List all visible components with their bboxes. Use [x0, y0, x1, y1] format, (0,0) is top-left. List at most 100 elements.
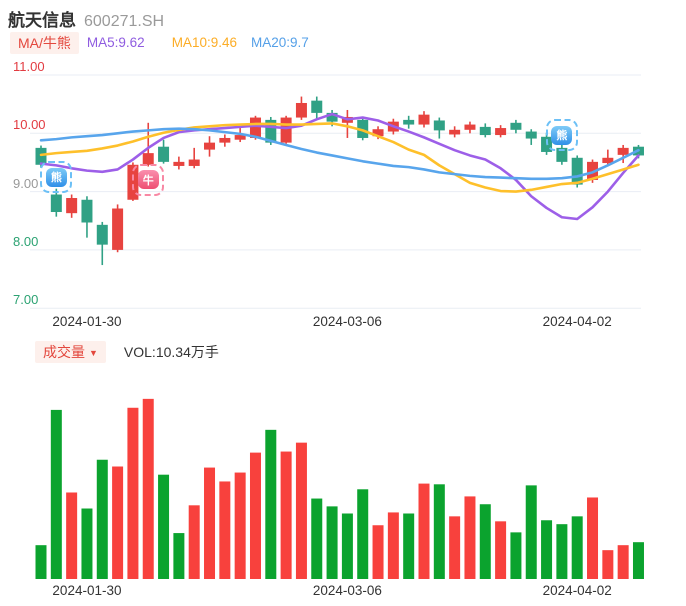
candlestick[interactable]: [449, 129, 461, 135]
candlestick[interactable]: [525, 131, 537, 139]
ma-bullbear-tag[interactable]: MA/牛熊: [10, 32, 79, 54]
volume-bar[interactable]: [112, 466, 124, 579]
volume-bar[interactable]: [219, 481, 231, 579]
volume-bar[interactable]: [173, 533, 185, 579]
candlestick[interactable]: [464, 124, 476, 130]
volume-bar[interactable]: [158, 474, 170, 579]
volume-bar[interactable]: [433, 484, 445, 579]
volume-bar[interactable]: [479, 504, 491, 579]
bear-face: 熊: [45, 167, 67, 187]
candlestick[interactable]: [158, 146, 170, 162]
stock-name: 航天信息: [8, 11, 76, 30]
volume-bar[interactable]: [587, 497, 599, 579]
volume-bar[interactable]: [35, 545, 47, 579]
candlestick[interactable]: [96, 224, 108, 245]
volume-bar[interactable]: [311, 498, 323, 579]
candlestick[interactable]: [495, 128, 507, 136]
volume-bar[interactable]: [127, 407, 139, 579]
volume-bar[interactable]: [188, 505, 200, 579]
volume-bar[interactable]: [464, 496, 476, 579]
candlestick[interactable]: [249, 117, 261, 138]
candlestick[interactable]: [81, 199, 93, 223]
volume-bar[interactable]: [280, 451, 292, 579]
candlestick[interactable]: [433, 120, 445, 131]
volume-bar[interactable]: [234, 472, 246, 579]
price-tick-label: 8.00: [13, 233, 39, 249]
volume-dropdown[interactable]: 成交量 ▼: [35, 341, 106, 363]
volume-bar[interactable]: [602, 550, 614, 579]
volume-bar[interactable]: [525, 485, 537, 579]
volume-bar[interactable]: [418, 483, 430, 579]
volume-bar[interactable]: [372, 525, 384, 579]
volume-bar[interactable]: [249, 452, 261, 579]
volume-legend: 成交量 ▼ VOL:10.34万手: [35, 341, 219, 363]
candlestick[interactable]: [326, 112, 338, 122]
candlestick[interactable]: [479, 126, 491, 136]
date-tick-label: 2024-01-30: [52, 314, 122, 329]
volume-bar[interactable]: [204, 467, 216, 579]
candlestick[interactable]: [372, 129, 384, 137]
candlestick[interactable]: [50, 194, 62, 213]
volume-bar[interactable]: [295, 442, 307, 579]
volume-bar[interactable]: [541, 520, 553, 579]
volume-bar[interactable]: [617, 545, 629, 579]
ma10-legend[interactable]: MA10:9.46: [171, 35, 237, 51]
candlestick[interactable]: [142, 153, 154, 165]
volume-bar[interactable]: [326, 506, 338, 579]
volume-bar[interactable]: [449, 516, 461, 579]
volume-bar[interactable]: [571, 516, 583, 579]
candlestick[interactable]: [234, 135, 246, 140]
date-tick-label: 2024-04-02: [542, 583, 612, 598]
volume-dropdown-label: 成交量: [43, 344, 85, 360]
candlestick[interactable]: [265, 119, 277, 143]
price-tick-label: 9.00: [13, 175, 39, 191]
bull-icon[interactable]: 牛: [132, 163, 165, 196]
candlestick[interactable]: [173, 161, 185, 166]
candlestick[interactable]: [556, 147, 568, 162]
bear-icon[interactable]: 熊: [545, 119, 578, 152]
bear-icon[interactable]: 熊: [40, 161, 73, 194]
candlestick[interactable]: [188, 159, 200, 166]
volume-bar[interactable]: [510, 532, 522, 579]
volume-bar[interactable]: [556, 524, 568, 579]
candlestick[interactable]: [418, 114, 430, 125]
ma5-legend[interactable]: MA5:9.62: [86, 35, 145, 51]
volume-bar[interactable]: [50, 409, 62, 579]
candlestick[interactable]: [112, 208, 124, 250]
candlestick[interactable]: [280, 117, 292, 143]
candlestick[interactable]: [66, 198, 78, 214]
volume-bar[interactable]: [81, 508, 93, 579]
stock-code: 600271.SH: [84, 13, 165, 30]
candlestick[interactable]: [311, 100, 323, 113]
candlestick[interactable]: [510, 122, 522, 130]
volume-bar[interactable]: [632, 542, 644, 579]
candlestick[interactable]: [617, 147, 629, 155]
candlestick[interactable]: [403, 119, 415, 125]
candlestick[interactable]: [295, 102, 307, 118]
ma20-legend[interactable]: MA20:9.7: [250, 35, 309, 51]
header: 航天信息 600271.SH: [8, 6, 164, 31]
volume-chart[interactable]: [0, 378, 686, 580]
volume-bar[interactable]: [357, 489, 369, 579]
candlestick[interactable]: [35, 147, 47, 165]
bear-face: 熊: [551, 125, 573, 145]
candlestick[interactable]: [357, 119, 369, 138]
ma10-line: [39, 122, 640, 193]
volume-bar[interactable]: [403, 513, 415, 579]
volume-bar[interactable]: [387, 512, 399, 579]
volume-bar[interactable]: [341, 513, 353, 579]
candlestick[interactable]: [602, 157, 614, 164]
date-tick-label: 2024-03-06: [312, 583, 382, 598]
candlestick[interactable]: [587, 161, 599, 180]
ma-legend: MA/牛熊 MA5:9.62 MA10:9.46 MA20:9.7: [10, 32, 309, 54]
volume-bar[interactable]: [265, 429, 277, 579]
volume-bar[interactable]: [142, 398, 154, 579]
candlestick[interactable]: [204, 142, 216, 150]
volume-bar[interactable]: [66, 492, 78, 579]
candlestick-chart[interactable]: [0, 60, 686, 322]
volume-bar[interactable]: [96, 459, 108, 579]
candlestick[interactable]: [219, 137, 231, 143]
candlestick[interactable]: [571, 157, 583, 185]
volume-bar[interactable]: [495, 521, 507, 579]
